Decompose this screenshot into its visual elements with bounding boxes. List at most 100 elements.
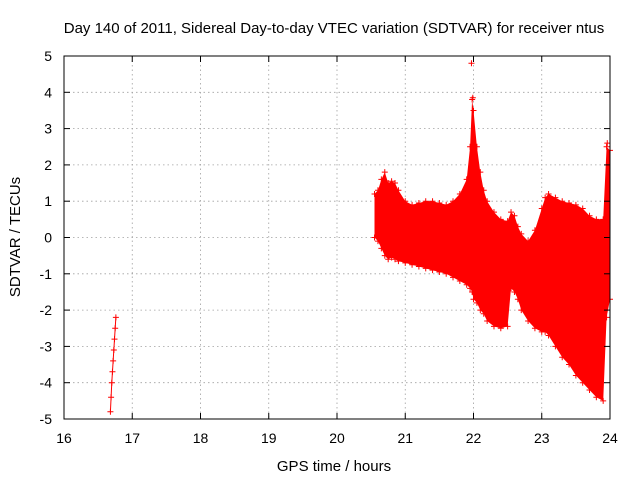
envelope-lower-point (409, 261, 416, 268)
envelope-upper-point (422, 198, 429, 205)
envelope-upper-point (456, 190, 463, 197)
y-axis-label: SDTVAR / TECUs (7, 177, 24, 297)
envelope-upper-point (436, 200, 443, 207)
envelope-upper-point (586, 212, 593, 219)
envelope-upper-point (545, 190, 552, 197)
plot-frame (63, 55, 611, 420)
envelope-upper-point (429, 198, 436, 205)
x-tick-label: 21 (397, 430, 413, 446)
x-tick-label: 24 (602, 430, 618, 446)
envelope-upper-point (385, 180, 392, 187)
envelope-upper-point (531, 227, 538, 234)
envelope-lower-point (374, 238, 381, 245)
envelope-upper-point (467, 143, 474, 150)
x-tick-label: 17 (124, 430, 140, 446)
envelope-upper-point (514, 223, 521, 230)
y-tick-label: 5 (44, 48, 52, 64)
data-point (604, 140, 611, 147)
y-tick-label: 4 (44, 84, 52, 100)
envelope-upper-point (480, 187, 487, 194)
envelope-lower-point (450, 274, 457, 281)
y-tick-label: -5 (40, 411, 53, 427)
x-tick-label: 23 (534, 430, 550, 446)
y-tick-label: 0 (44, 230, 52, 246)
envelope-upper-point (497, 216, 504, 223)
envelope-lower-point (477, 307, 484, 314)
y-tick-label: 2 (44, 157, 52, 173)
envelope-lower-point (470, 296, 477, 303)
envelope-lower-point (381, 252, 388, 259)
envelope-lower-point (467, 285, 474, 292)
envelope-upper-point (538, 205, 545, 212)
envelope-lower-point (600, 397, 607, 404)
envelope-lower-point (378, 245, 385, 252)
envelope-lower-point (552, 343, 559, 350)
y-tick-label: 3 (44, 121, 52, 137)
x-tick-label: 22 (466, 430, 482, 446)
envelope-lower-point (497, 325, 504, 332)
envelope-upper-point (566, 200, 573, 207)
envelope-lower-point (402, 259, 409, 266)
envelope-upper-point (371, 190, 378, 197)
envelope-upper-point (450, 198, 457, 205)
envelope-upper-point (378, 176, 385, 183)
envelope-upper-point (409, 201, 416, 208)
envelope-upper-point (508, 209, 515, 216)
envelope-upper-point (402, 198, 409, 205)
envelope-lower-point (531, 325, 538, 332)
grid (64, 56, 610, 419)
envelope-lower-point (511, 288, 518, 295)
envelope-upper-point (572, 201, 579, 208)
envelope-upper-point (525, 238, 532, 245)
envelope-lower-point (559, 354, 566, 361)
envelope-lower-point (371, 234, 378, 241)
envelope-upper-point (484, 198, 491, 205)
envelope-lower-point (514, 296, 521, 303)
envelope-upper-point (552, 194, 559, 201)
early-segment-line (109, 317, 117, 412)
data-series (107, 60, 613, 415)
envelope-lower-point (456, 278, 463, 285)
envelope-upper-point (388, 178, 395, 185)
envelope-upper-point (593, 216, 600, 223)
envelope-lower-point (473, 299, 480, 306)
envelope-lower-point (469, 288, 476, 295)
envelope-lower-point (603, 314, 610, 321)
envelope-lower-point (436, 268, 443, 275)
y-tick-label: -3 (40, 338, 53, 354)
envelope-upper-point (392, 180, 399, 187)
data-point (468, 60, 475, 67)
envelope-lower-point (566, 361, 573, 368)
envelope-lower-point (415, 263, 422, 270)
x-tick-label: 18 (193, 430, 209, 446)
envelope-lower-point (545, 332, 552, 339)
x-tick-label: 20 (329, 430, 345, 446)
envelope-upper-point (463, 176, 470, 183)
envelope-lower-point (542, 328, 549, 335)
y-tick-label: 1 (44, 193, 52, 209)
envelope-lower-point (429, 267, 436, 274)
y-tick-label: -2 (40, 302, 53, 318)
variation-band (374, 99, 610, 401)
envelope-upper-point (374, 187, 381, 194)
envelope-upper-point (504, 218, 511, 225)
envelope-lower-point (392, 256, 399, 263)
envelope-upper-point (518, 230, 525, 237)
envelope-lower-point (525, 317, 532, 324)
chart-title: Day 140 of 2011, Sidereal Day-to-day VTE… (64, 20, 605, 37)
envelope-lower-point (422, 265, 429, 272)
x-tick-label: 19 (261, 430, 277, 446)
envelope-lower-point (463, 281, 470, 288)
envelope-upper-point (381, 169, 388, 176)
envelope-upper-point (603, 143, 610, 150)
envelope-lower-point (395, 258, 402, 265)
envelope-lower-point (508, 285, 515, 292)
envelope-upper-point (443, 201, 450, 208)
envelope-lower-point (484, 317, 491, 324)
x-tick-label: 16 (56, 430, 72, 446)
envelope-lower-point (443, 270, 450, 277)
envelope-upper-point (415, 200, 422, 207)
envelope-upper-point (600, 216, 607, 223)
